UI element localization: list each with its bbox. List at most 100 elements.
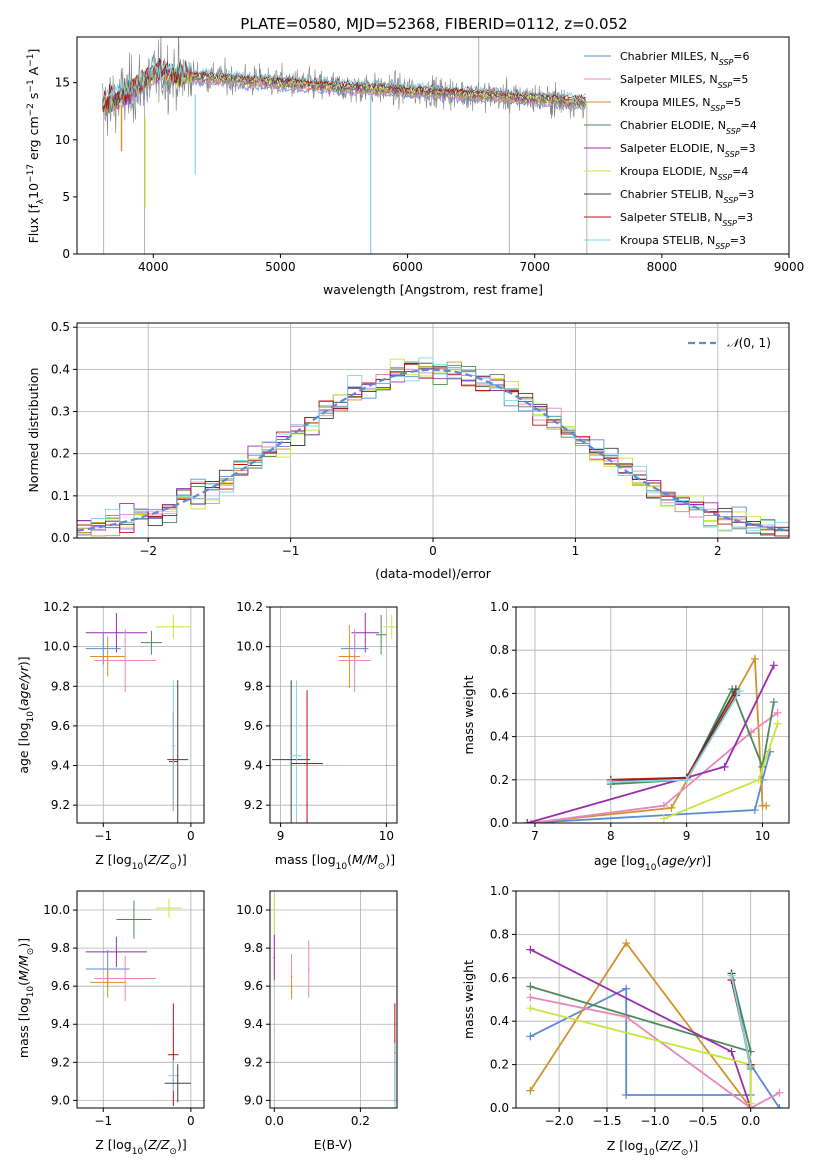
x-tick-label: 9000 [774, 260, 805, 274]
legend-entry: Chabrier ELODIE, NSSP=4 [620, 119, 757, 136]
mass-vs-extinction-panel: 0.0 0.2 9.0 9.2 9.4 9.6 9.8 10.0 E(B-V) [236, 890, 398, 1152]
x-tick-label: 5000 [265, 260, 296, 274]
x-axis-label: (data-model)/error [375, 566, 492, 581]
y-tick-label: 0.1 [51, 489, 70, 503]
legend-entry: Chabrier MILES, NSSP=6 [620, 50, 750, 67]
x-tick-label: 0.0 [741, 1114, 760, 1128]
weight-point-marker [769, 698, 778, 707]
weight-point-marker [754, 775, 763, 784]
weight-series-line [610, 695, 737, 781]
y-tick-label: 10.2 [43, 600, 70, 614]
axes-frame [76, 322, 790, 539]
x-tick-label: −2 [139, 544, 157, 558]
y-tick-label: 9.4 [51, 759, 70, 773]
y-tick-label: 9.2 [244, 798, 263, 812]
age-vs-mass-panel: 9 10 9.2 9.4 9.6 9.8 10.0 10.2 mass [log10(M/M⊙)… [236, 600, 398, 872]
x-tick-label: −2.0 [545, 1114, 574, 1128]
y-tick-label: 9.2 [244, 1055, 263, 1069]
x-tick-label: 4000 [138, 260, 169, 274]
weight-series-line [531, 712, 779, 823]
axes-frame [76, 36, 790, 255]
weight-point-marker [775, 1104, 784, 1108]
y-tick-label: 10 [55, 133, 70, 147]
weight-point-marker [606, 777, 615, 786]
y-tick-label: 5 [62, 190, 70, 204]
y-axis-label: Flux [fλ10−17 erg cm−2 s−1 A−1] [26, 49, 46, 244]
histogram-step [77, 357, 789, 536]
y-tick-label: 1.0 [490, 600, 509, 614]
weight-point-marker [622, 984, 631, 993]
weight-point-marker [622, 939, 631, 948]
x-tick-label: 0.2 [351, 1114, 370, 1128]
legend-entry: Salpeter ELODIE, NSSP=3 [620, 142, 756, 159]
weight-vs-age-panel: 7 8 9 10 0.0 0.2 0.4 0.6 0.8 1.0 age [log10(age/yr… [461, 600, 790, 873]
y-tick-label: 0.0 [490, 1101, 509, 1115]
axes-frame [515, 606, 790, 824]
y-tick-label: 9.0 [244, 1093, 263, 1107]
x-tick-label: 9 [683, 829, 691, 843]
x-axis-label: Z [log10(Z/Z⊙)] [607, 1138, 698, 1158]
axes-frame [269, 890, 398, 1109]
y-tick-label: 0.4 [51, 362, 70, 376]
x-tick-label: 0 [429, 544, 437, 558]
x-axis-label: Z [log10(Z/Z⊙)] [95, 1137, 186, 1157]
y-tick-label: 0.0 [490, 816, 509, 830]
x-tick-label: 0 [187, 829, 195, 843]
age-vs-metallicity-panel: −1 0 9.2 9.4 9.6 9.8 10.0 10.2 Z [log10(Z/Z⊙)] ag… [16, 600, 205, 872]
x-tick-label: 0.0 [265, 1114, 284, 1128]
weight-point-marker [773, 719, 782, 728]
x-tick-label: −1.5 [592, 1114, 621, 1128]
x-axis-label: Z [log10(Z/Z⊙)] [95, 852, 186, 872]
y-tick-label: 10.0 [236, 903, 263, 917]
weight-point-marker [773, 708, 782, 717]
x-tick-label: 8000 [647, 260, 678, 274]
normal-curve [77, 368, 789, 532]
weight-series-line [730, 975, 752, 1067]
y-tick-label: 9.8 [244, 679, 263, 693]
weight-point-marker [526, 1032, 535, 1041]
y-tick-label: 10.0 [43, 903, 70, 917]
weight-point-marker [762, 801, 771, 810]
axes-frame [515, 890, 790, 1109]
axes-frame [76, 890, 205, 1109]
x-tick-label: 7 [531, 829, 539, 843]
y-tick-label: 9.8 [244, 941, 263, 955]
x-axis-label: wavelength [Angstrom, rest frame] [323, 282, 543, 297]
weight-point-marker [727, 971, 736, 980]
model-spectrum-line [102, 68, 586, 122]
legend-entry: 𝒩(0, 1) [727, 336, 771, 350]
legend-entry: Chabrier STELIB, NSSP=3 [620, 188, 754, 205]
legend-entry: Salpeter STELIB, NSSP=3 [620, 211, 753, 228]
weight-series-line [527, 655, 767, 823]
weight-point-marker [526, 1004, 535, 1013]
model-spectrum-line [102, 57, 586, 108]
mass-vs-metallicity-panel: −1 0 9.0 9.2 9.4 9.6 9.8 10.0 Z [log10(Z/Z⊙)] mas… [16, 890, 205, 1157]
weight-point-marker [526, 1086, 535, 1095]
axes-frame [76, 606, 205, 824]
x-tick-label: −1 [94, 1114, 112, 1128]
y-tick-label: 9.2 [51, 1055, 70, 1069]
x-tick-label: 10 [755, 829, 770, 843]
y-tick-label: 0.4 [490, 730, 509, 744]
y-tick-label: 0.3 [51, 405, 70, 419]
y-tick-label: 10.2 [236, 600, 263, 614]
y-tick-label: 0.5 [51, 320, 70, 334]
weight-point-marker [746, 1062, 755, 1071]
x-tick-label: −1 [94, 829, 112, 843]
weight-point-marker [775, 1088, 784, 1097]
x-tick-label: 10 [379, 829, 394, 843]
y-tick-label: 9.4 [51, 1017, 70, 1031]
y-tick-label: 15 [55, 76, 70, 90]
weight-series-line [527, 751, 771, 823]
weight-point-marker [527, 819, 536, 823]
legend-entry: Kroupa ELODIE, NSSP=4 [620, 165, 748, 182]
x-axis-label: E(B-V) [314, 1137, 353, 1152]
weight-series-line [530, 996, 780, 1108]
residual-histogram-panel: −2 −1 0 1 2 0.0 0.1 0.2 0.3 0.4 0.5 (data-model)/er… [26, 320, 790, 581]
y-axis-label: age [log10(age/yr)] [16, 656, 36, 773]
y-tick-label: 9.8 [51, 941, 70, 955]
weight-point-marker [526, 982, 535, 991]
weight-point-marker [526, 945, 535, 954]
y-axis-label: Normed distribution [26, 368, 41, 493]
